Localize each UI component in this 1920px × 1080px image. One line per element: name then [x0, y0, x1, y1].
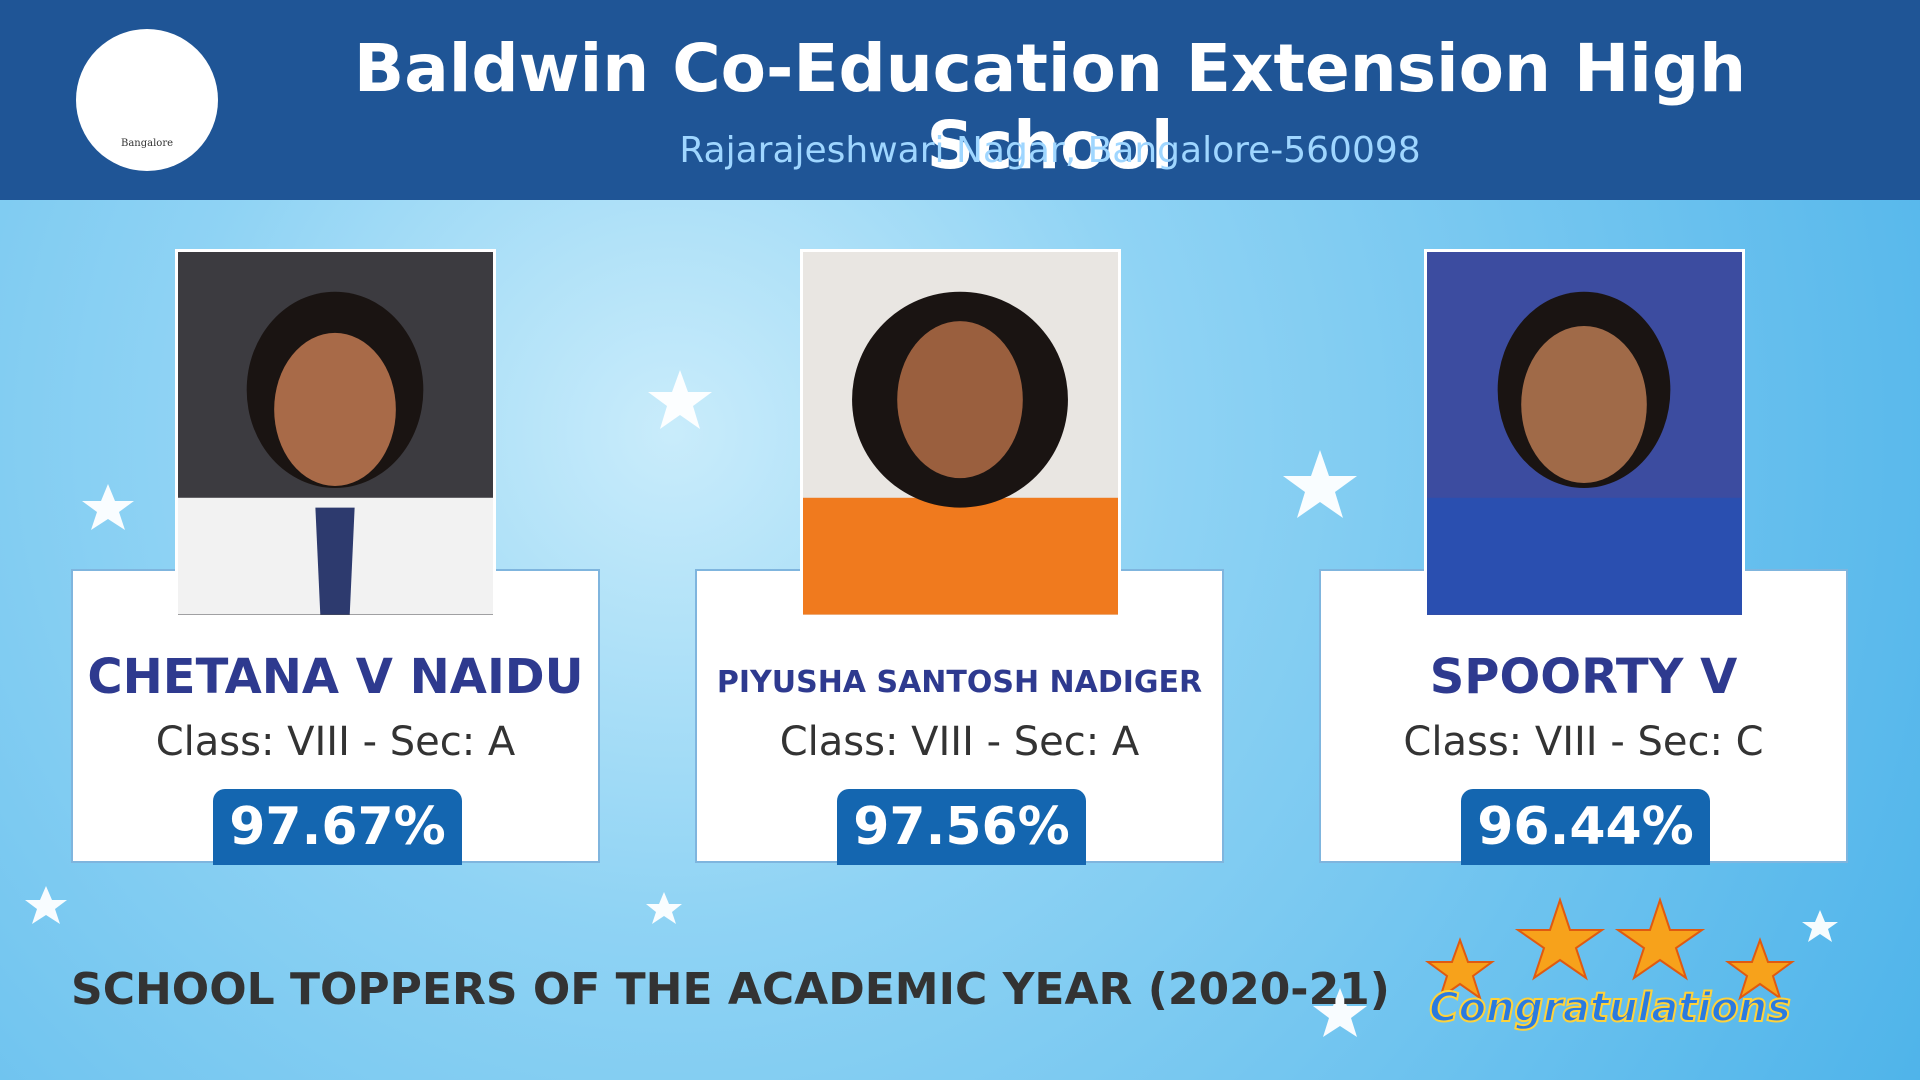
footer-caption: SCHOOL TOPPERS OF THE ACADEMIC YEAR (202… [71, 964, 1390, 1015]
topper-name: SPOORTY V [1429, 649, 1738, 705]
star [25, 886, 67, 924]
topper-name: PIYUSHA SANTOSH NADIGER [716, 665, 1203, 700]
logo-label: Bangalore [120, 138, 174, 149]
topper-card: CHETANA V NAIDU Class: VIII - Sec: A 97.… [71, 569, 600, 865]
topper-photo [800, 249, 1121, 618]
star [1802, 910, 1838, 942]
star [1283, 450, 1357, 518]
star [82, 484, 134, 530]
star [1313, 988, 1367, 1037]
star [1614, 896, 1706, 981]
school-address: Rajarajeshwari Nagar, Bangalore-560098 [679, 130, 1421, 171]
topper-card: SPOORTY V Class: VIII - Sec: C 96.44% [1319, 569, 1848, 865]
topper-score: 96.44% [1461, 789, 1710, 865]
congratulations-badge: Congratulations [1428, 984, 1792, 1032]
topper-class: Class: VIII - Sec: A [779, 719, 1140, 765]
topper-photo [175, 249, 496, 618]
star [1514, 896, 1606, 981]
topper-card: PIYUSHA SANTOSH NADIGER Class: VIII - Se… [695, 569, 1224, 865]
topper-name: CHETANA V NAIDU [87, 649, 584, 705]
topper-score: 97.67% [213, 789, 462, 865]
star [648, 370, 712, 429]
school-name: Baldwin Co-Education Extension High Scho… [353, 30, 1747, 184]
topper-class: Class: VIII - Sec: C [1403, 719, 1764, 765]
topper-photo [1424, 249, 1745, 618]
topper-score: 97.56% [837, 789, 1086, 865]
star [1424, 937, 1496, 1001]
star [646, 892, 682, 924]
header: Bangalore Baldwin Co-Education Extension… [0, 0, 1920, 200]
topper-class: Class: VIII - Sec: A [155, 719, 516, 765]
star [1724, 937, 1796, 1001]
school-logo: Bangalore [76, 29, 218, 171]
